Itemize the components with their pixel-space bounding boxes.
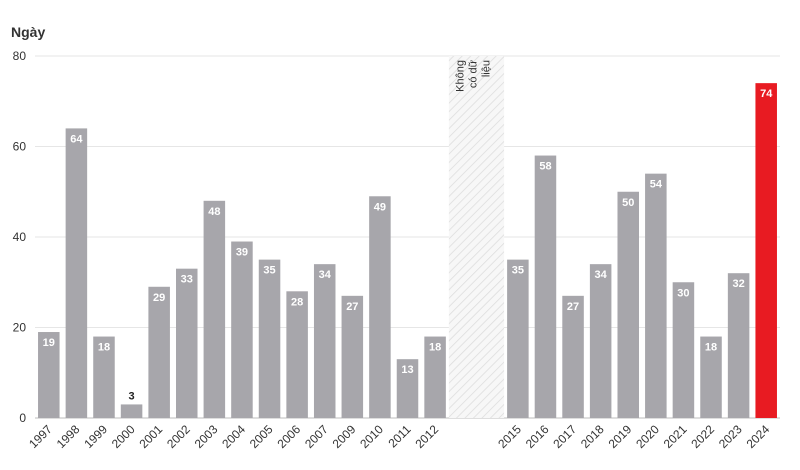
x-tick-label: 2022 (688, 422, 717, 451)
y-tick-label: 80 (13, 49, 27, 63)
bar-2011 (396, 359, 419, 418)
value-label-2005: 35 (263, 265, 275, 277)
value-label-2019: 50 (622, 197, 634, 209)
x-tick-label: 2004 (219, 422, 248, 451)
x-tick-label: 2009 (330, 422, 359, 451)
value-label-2016: 58 (539, 161, 551, 173)
x-tick-label: 1998 (54, 422, 83, 451)
value-label-1997: 19 (43, 337, 55, 349)
x-tick-label: 2012 (412, 422, 441, 451)
value-label-2009: 27 (346, 301, 358, 313)
value-label-2017: 27 (567, 301, 579, 313)
y-tick-label: 20 (13, 321, 27, 335)
no-data-label: liệu (480, 60, 492, 77)
bar-2007 (313, 264, 336, 418)
value-label-2011: 13 (401, 364, 413, 376)
bars: 19 64 18 3 29 33 48 39 35 28 34 27 49 13 18 35 58 27 34 50 5… (38, 83, 777, 419)
value-label-2010: 49 (374, 201, 386, 213)
value-label-2006: 28 (291, 296, 303, 308)
bar-2010 (369, 196, 391, 418)
x-tick-label: 2002 (164, 422, 193, 451)
x-tick-label: 2018 (578, 422, 607, 451)
value-label-2007: 34 (319, 269, 332, 281)
value-label-2000: 3 (129, 390, 135, 402)
value-label-2002: 33 (181, 274, 193, 286)
bar-2009 (341, 295, 364, 418)
value-label-2003: 48 (208, 206, 220, 218)
x-tick-label: 2010 (357, 422, 386, 451)
x-tick-label: 2023 (716, 422, 745, 451)
no-data-hatch (448, 56, 505, 418)
bar-2016 (534, 155, 557, 419)
bar-2000 (120, 404, 143, 418)
bar-1998 (65, 128, 88, 418)
bar-2012 (424, 336, 446, 418)
value-label-2023: 32 (732, 278, 744, 290)
no-data-label: Không (454, 60, 466, 92)
bar-1997 (38, 332, 60, 418)
x-tick-label: 2024 (744, 422, 773, 451)
value-label-2004: 39 (236, 247, 248, 259)
value-label-2022: 18 (705, 342, 717, 354)
value-label-2001: 29 (153, 292, 165, 304)
bar-2017 (562, 295, 584, 418)
x-tick-label: 1997 (26, 422, 55, 451)
x-tick-label: 2003 (192, 422, 221, 451)
y-tick-label: 0 (19, 411, 26, 425)
x-tick-label: 2021 (661, 422, 690, 451)
y-axis-unit-label: Ngày (11, 24, 46, 40)
x-tick-label: 1999 (81, 422, 110, 451)
value-label-2018: 34 (595, 269, 608, 281)
no-data-label: có dữ (467, 59, 479, 88)
bar-1999 (93, 336, 115, 418)
x-tick-label: 2016 (523, 422, 552, 451)
bar-2004 (231, 241, 253, 418)
bar-2001 (148, 286, 170, 418)
bar-2022 (700, 336, 722, 418)
x-tick-label: 2000 (109, 422, 138, 451)
bar-2023 (727, 273, 750, 418)
x-tick-label: 2019 (606, 422, 635, 451)
bar-2015 (507, 259, 529, 418)
x-tick-label: 2007 (302, 422, 331, 451)
bar-2024 (755, 83, 777, 419)
bar-2003 (203, 200, 226, 418)
bar-2018 (589, 264, 612, 418)
bar-2002 (175, 268, 198, 418)
bar-2006 (286, 291, 308, 418)
x-tick-label: 2015 (495, 422, 524, 451)
x-tick-label: 2020 (633, 422, 662, 451)
value-label-2015: 35 (512, 265, 524, 277)
bar-2021 (672, 282, 695, 418)
value-label-2021: 30 (677, 287, 689, 299)
x-axis: 1997199819992000200120022003200420052006… (26, 422, 772, 451)
value-label-1998: 64 (70, 133, 83, 145)
value-label-2020: 54 (650, 179, 663, 191)
value-label-1999: 18 (98, 342, 110, 354)
value-label-2012: 18 (429, 342, 441, 354)
x-tick-label: 2006 (274, 422, 303, 451)
bar-2019 (617, 191, 640, 418)
no-data-region: Không có dữ liệu (448, 56, 505, 418)
x-tick-label: 2001 (137, 422, 166, 451)
x-tick-label: 2005 (247, 422, 276, 451)
bar-2020 (645, 173, 667, 418)
y-tick-label: 60 (13, 140, 27, 154)
x-tick-label: 2017 (550, 422, 579, 451)
value-label-2024: 74 (760, 88, 773, 100)
x-tick-label: 2011 (385, 422, 413, 450)
y-axis: 0 20 40 60 80 (13, 49, 27, 425)
bar-2005 (258, 259, 281, 418)
y-tick-label: 40 (13, 230, 27, 244)
